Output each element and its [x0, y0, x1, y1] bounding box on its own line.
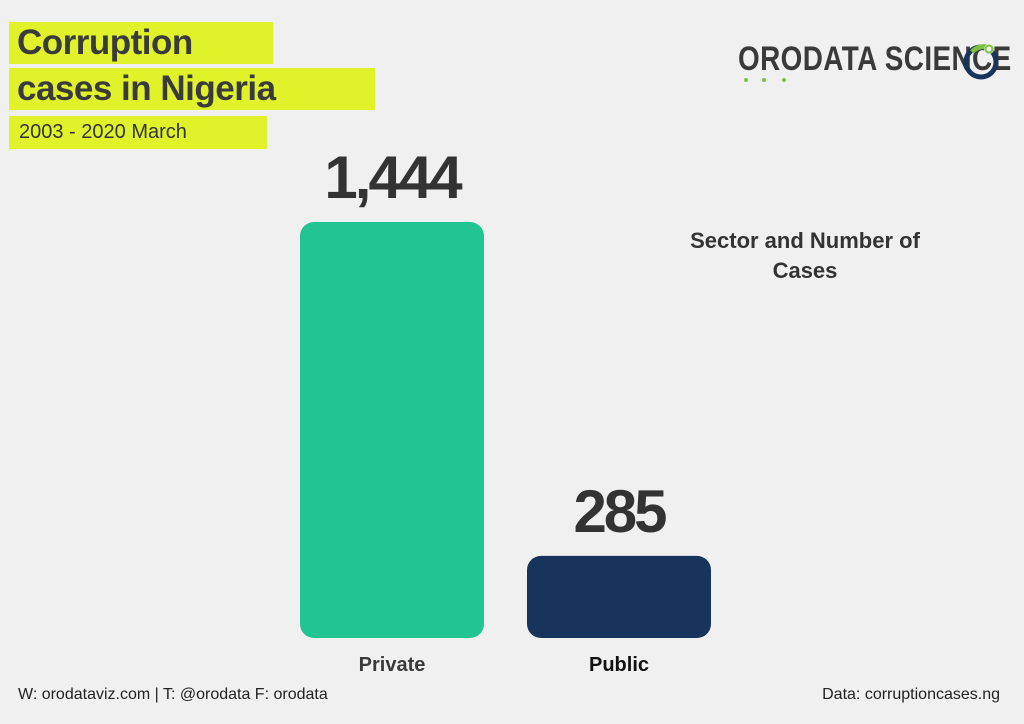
- footer-credits: W: orodataviz.com | T: @orodata F: oroda…: [18, 686, 328, 703]
- logo-accent-dot: [762, 78, 766, 82]
- bar-public: [527, 555, 711, 638]
- chart-legend-title: Sector and Number of Cases: [690, 228, 920, 283]
- subtitle: 2003 - 2020 March: [9, 116, 267, 149]
- bar-private: [300, 222, 484, 638]
- brand-logo: ORODATA SCIENCE: [738, 38, 1011, 86]
- data-label: 285: [573, 478, 666, 545]
- category-label: Public: [589, 654, 649, 676]
- orodata-ring-icon: [963, 44, 999, 80]
- data-label: 1,444: [324, 144, 463, 211]
- title-line-2: cases in Nigeria: [9, 68, 375, 110]
- logo-accent-dot: [782, 78, 786, 82]
- category-label: Private: [359, 654, 426, 676]
- footer-source: Data: corruptioncases.ng: [822, 686, 1000, 703]
- title-line-1: Corruption: [9, 22, 273, 64]
- logo-accent-dot: [744, 78, 748, 82]
